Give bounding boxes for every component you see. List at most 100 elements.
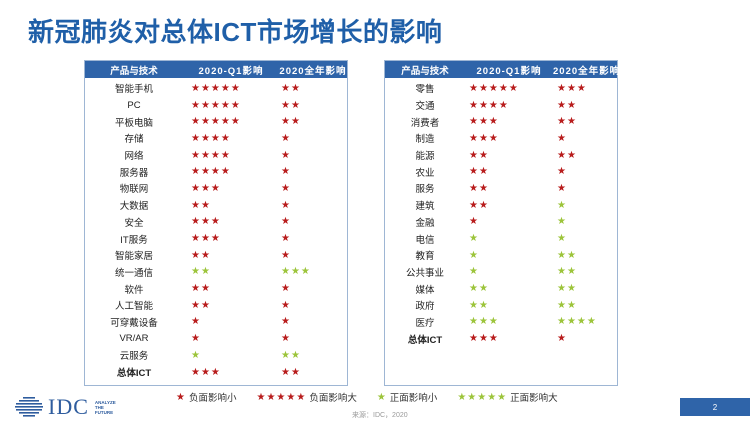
table-row: 建筑 ★★ ★	[385, 197, 617, 214]
year-rating: ★	[279, 133, 347, 144]
year-rating: ★★★★	[553, 316, 617, 327]
star-rating-icon: ★	[557, 216, 567, 228]
legend-item: ★ 正面影响小	[377, 390, 438, 405]
legend-label: 正面影响大	[510, 393, 558, 404]
table-row: 云服务 ★ ★★	[85, 347, 347, 364]
table-row: 总体ICT ★★★ ★	[385, 330, 617, 347]
product-name: 大数据	[119, 201, 149, 213]
table-row: 大数据 ★★ ★	[85, 197, 347, 214]
table-row: 可穿戴设备 ★ ★	[85, 314, 347, 331]
star-rating-icon: ★★	[469, 199, 489, 211]
star-rating-icon: ★★★	[469, 333, 499, 345]
star-rating-icon: ★	[281, 233, 291, 245]
star-rating-icon: ★★★	[557, 82, 587, 94]
table-row: 统一通信 ★★ ★★★	[85, 264, 347, 281]
legend: ★ 负面影响小 ★★★★★ 负面影响大 ★ 正面影响小 ★★★★★ 正面影响大	[176, 390, 578, 405]
star-rating-icon: ★	[469, 266, 479, 278]
table-row: 农业 ★★ ★	[385, 163, 617, 180]
star-rating-icon: ★	[281, 132, 291, 144]
year-rating: ★	[553, 333, 617, 344]
q1-rating: ★★	[465, 150, 553, 161]
year-rating: ★★	[279, 83, 347, 94]
year-rating: ★★	[553, 116, 617, 127]
table-body: 零售 ★★★★★ ★★★ 交通 ★★★★ ★★ 消费者 ★★★ ★★ 制造 ★★★ ★ 能源 ★★ ★★ 农业…	[385, 78, 617, 347]
product-name: 存储	[124, 134, 144, 146]
table-row: 网络 ★★★★ ★	[85, 147, 347, 164]
idc-logo: IDC ANALYZE THE FUTURE	[14, 394, 116, 420]
table-it-products: 产品与技术 2020-Q1影响 2020全年影响 智能手机 ★★★★★ ★★ PC ★★…	[84, 60, 348, 386]
product-name: 云服务	[119, 351, 149, 363]
header-year: 2020全年影响	[279, 65, 347, 77]
star-rating-icon: ★★	[557, 99, 577, 111]
header-product: 产品与技术	[110, 65, 158, 77]
q1-rating: ★	[465, 266, 553, 277]
product-name: PC	[127, 99, 141, 111]
legend-item: ★ 负面影响小	[176, 390, 236, 405]
q1-rating: ★★	[183, 266, 279, 277]
q1-rating: ★★★	[183, 216, 279, 227]
star-rating-icon: ★★	[469, 182, 489, 194]
star-rating-icon: ★	[281, 216, 291, 228]
star-icon: ★★★★★	[256, 391, 307, 403]
year-rating: ★★	[553, 283, 617, 294]
q1-rating: ★★	[465, 300, 553, 311]
table-header: 产品与技术 2020-Q1影响 2020全年影响	[385, 61, 621, 78]
globe-icon	[15, 397, 43, 417]
product-name: 交通	[415, 101, 435, 113]
q1-rating: ★★★★★	[183, 100, 279, 111]
logo-tagline: ANALYZE THE FUTURE	[94, 399, 116, 415]
year-rating: ★	[279, 316, 347, 327]
year-rating: ★	[553, 200, 617, 211]
star-rating-icon: ★★	[469, 166, 489, 178]
q1-rating: ★★★★★	[183, 83, 279, 94]
q1-rating: ★	[183, 350, 279, 361]
table-row: 平板电脑 ★★★★★ ★★	[85, 113, 347, 130]
table-row: 医疗 ★★★ ★★★★	[385, 314, 617, 331]
product-name: 服务	[415, 184, 435, 196]
star-rating-icon: ★	[281, 199, 291, 211]
product-name: 公共事业	[405, 267, 444, 279]
star-rating-icon: ★★	[469, 149, 489, 161]
legend-label: 正面影响小	[389, 393, 438, 404]
year-rating: ★★	[279, 116, 347, 127]
star-rating-icon: ★★	[191, 249, 211, 261]
star-rating-icon: ★	[469, 216, 479, 228]
q1-rating: ★★	[465, 183, 553, 194]
table-row: 公共事业 ★ ★★	[385, 264, 617, 281]
year-rating: ★	[279, 166, 347, 177]
year-rating: ★★	[279, 367, 347, 378]
star-rating-icon: ★	[281, 182, 291, 194]
year-rating: ★	[279, 216, 347, 227]
table-header: 产品与技术 2020-Q1影响 2020全年影响	[85, 61, 347, 78]
star-rating-icon: ★★	[557, 149, 577, 161]
q1-rating: ★★	[465, 166, 553, 177]
product-name: 统一通信	[114, 267, 153, 279]
q1-rating: ★★	[183, 250, 279, 261]
legend-label: 负面影响大	[309, 393, 357, 404]
product-name: 可穿戴设备	[110, 317, 158, 329]
year-rating: ★★★	[553, 83, 617, 94]
star-rating-icon: ★★	[191, 299, 211, 311]
q1-rating: ★	[465, 216, 553, 227]
year-rating: ★	[553, 166, 617, 177]
logo-text: IDC	[48, 394, 89, 419]
table-row: 交通 ★★★★ ★★	[385, 97, 617, 114]
table-row: 人工智能 ★★ ★	[85, 297, 347, 314]
q1-rating: ★★★★★	[465, 83, 553, 94]
star-rating-icon: ★	[557, 132, 567, 144]
q1-rating: ★	[183, 316, 279, 327]
q1-rating: ★★★★	[183, 133, 279, 144]
header-q1: 2020-Q1影响	[476, 65, 542, 77]
product-name: 零售	[415, 84, 435, 96]
star-rating-icon: ★★★★	[557, 316, 597, 328]
product-name: 教育	[415, 251, 435, 263]
product-name: 医疗	[415, 317, 435, 329]
product-name: 总体ICT	[407, 334, 443, 346]
q1-rating: ★★★	[465, 316, 553, 327]
product-name: 能源	[415, 151, 435, 163]
star-rating-icon: ★	[469, 233, 479, 245]
header-year: 2020全年影响	[553, 65, 621, 77]
star-rating-icon: ★	[281, 316, 291, 328]
table-row: 媒体 ★★ ★★	[385, 280, 617, 297]
table-industries: 产品与技术 2020-Q1影响 2020全年影响 零售 ★★★★★ ★★★ 交通 ★★★…	[384, 60, 621, 386]
